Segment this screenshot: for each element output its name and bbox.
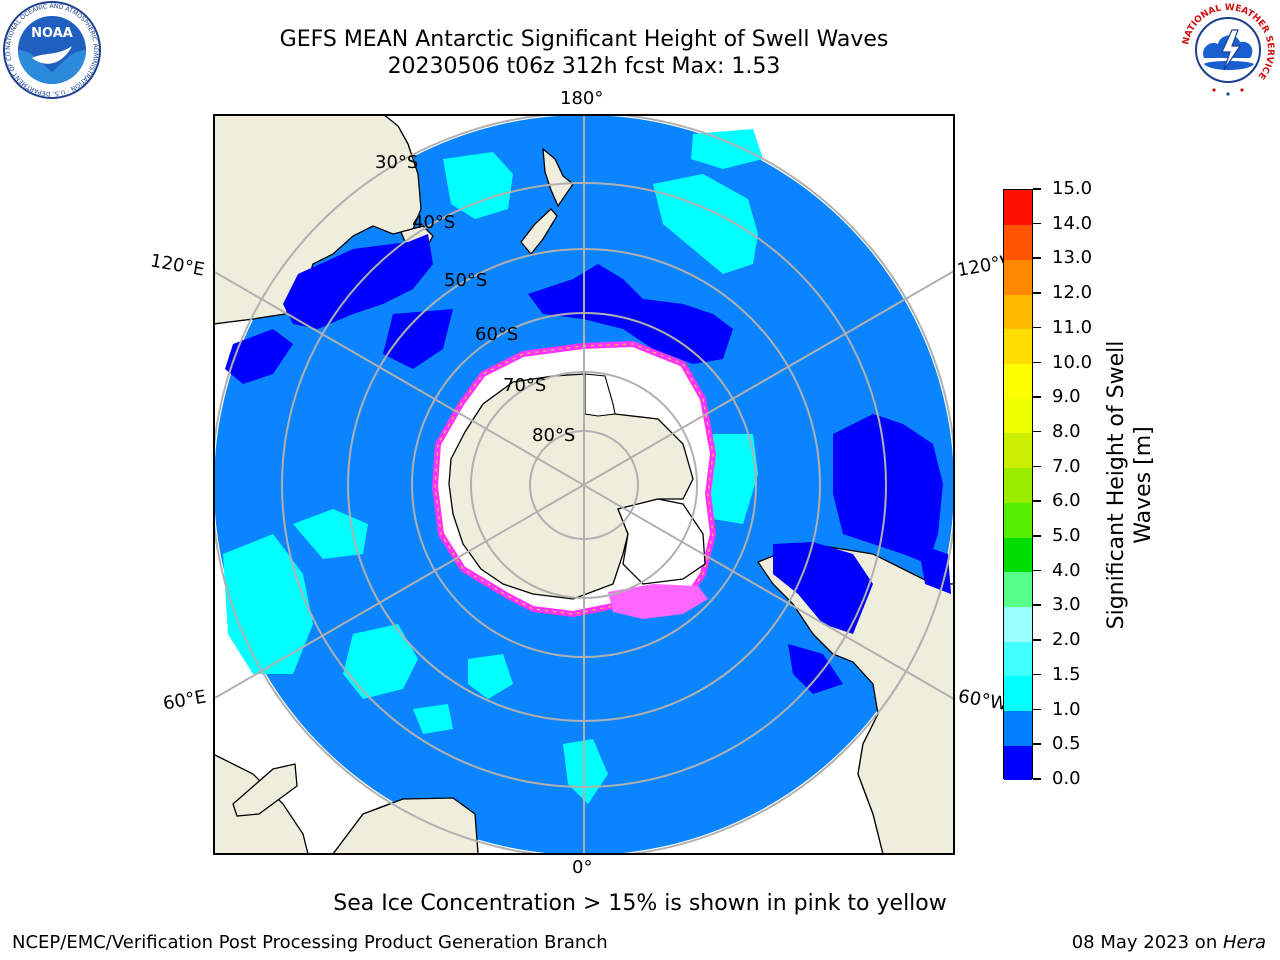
colorbar-tick-label: 7.0 [1052, 455, 1081, 477]
chart-subtitle: 20230506 t06z 312h fcst Max: 1.53 [387, 54, 781, 79]
colorbar-tick-label: 0.5 [1052, 733, 1081, 755]
lon-label-60e: 60°E [161, 686, 208, 715]
lon-label-120e: 120°E [148, 250, 207, 281]
colorbar-segment [1004, 710, 1032, 746]
colorbar-tick [1033, 465, 1041, 468]
colorbar-segment [1004, 641, 1032, 677]
lon-label-0: 0° [572, 857, 593, 878]
colorbar-tick [1033, 430, 1041, 433]
colorbar-tick-label: 14.0 [1052, 212, 1093, 234]
colorbar-tick [1033, 326, 1041, 329]
colorbar-tick-label: 15.0 [1052, 178, 1093, 199]
colorbar-tick-label: 11.0 [1052, 316, 1093, 338]
lon-label-60w: 60°W [956, 685, 1010, 716]
meridian-60e-120w [213, 270, 954, 700]
colorbar-segment [1004, 502, 1032, 538]
footer-date: 08 May 2023 on Hera [1072, 932, 1266, 953]
colorbar-tick [1033, 396, 1041, 398]
colorbar-segment [1004, 224, 1032, 260]
colorbar-tick [1033, 743, 1041, 745]
colorbar-tick [1033, 673, 1041, 676]
low-swell-regions [225, 234, 951, 694]
lat-label-70s: 70°S [503, 375, 547, 396]
colorbar-segment [1004, 432, 1032, 469]
colorbar-segment [1004, 363, 1032, 399]
weddell-sea-ice [617, 498, 706, 585]
colorbar-segment [1004, 675, 1032, 712]
colorbar-tick-label: 0.0 [1052, 768, 1081, 789]
new-zealand-south [520, 208, 558, 256]
lat-label-60s: 60°S [475, 324, 519, 345]
colorbar-tick [1033, 292, 1041, 294]
colorbar-segment [1004, 571, 1032, 607]
colorbar-tick-label: 9.0 [1052, 386, 1081, 408]
polar-map [213, 114, 954, 854]
colorbar-tick-label: 12.0 [1052, 282, 1093, 304]
lon-label-180: 180° [560, 88, 604, 109]
lat-label-80s: 80°S [532, 425, 576, 446]
colorbar-tick [1033, 500, 1041, 502]
colorbar-segment [1004, 190, 1032, 226]
colorbar-tick [1033, 708, 1041, 711]
colorbar-title: Significant Height of Swell Waves [m] [1104, 340, 1156, 630]
colorbar-tick [1033, 569, 1041, 572]
colorbar-tick-label: 1.5 [1052, 663, 1081, 685]
madagascar [232, 763, 298, 817]
colorbar-tick [1033, 257, 1041, 259]
colorbar-tick-label: 8.0 [1052, 420, 1081, 442]
colorbar [1003, 189, 1033, 781]
colorbar-segment [1004, 259, 1032, 295]
colorbar-tick-label: 13.0 [1052, 247, 1093, 269]
noaa-logo: NATIONAL OCEANIC AND ATMOSPHERIC ADMINIS… [2, 0, 101, 99]
mid-swell-regions [223, 129, 763, 804]
colorbar-tick-label: 4.0 [1052, 559, 1081, 581]
ross-sea-ice-band [608, 584, 708, 619]
chart-title: GEFS MEAN Antarctic Significant Height o… [279, 27, 889, 52]
graticule [213, 114, 954, 854]
south-africa-inner [332, 797, 479, 854]
lat-label-30s: 30°S [375, 152, 419, 173]
colorbar-segment [1004, 745, 1032, 781]
colorbar-tick-label: 5.0 [1052, 525, 1081, 547]
colorbar-tick-label: 1.0 [1052, 698, 1081, 720]
colorbar-tick [1033, 604, 1041, 606]
footer-date-text: 08 May 2023 on [1071, 932, 1223, 953]
sea-ice-caption: Sea Ice Concentration > 15% is shown in … [333, 891, 947, 916]
colorbar-segment [1004, 398, 1032, 434]
lat-label-40s: 40°S [412, 212, 456, 233]
colorbar-tick-label: 6.0 [1052, 490, 1081, 512]
lat-label-50s: 50°S [444, 270, 488, 291]
colorbar-segment [1004, 606, 1032, 642]
noaa-logo-text: NOAA [31, 26, 73, 41]
footer-branch: NCEP/EMC/Verification Post Processing Pr… [12, 932, 608, 953]
colorbar-segment [1004, 537, 1032, 573]
footer-machine: Hera [1222, 932, 1266, 953]
colorbar-segment [1004, 328, 1032, 365]
colorbar-tick-label: 10.0 [1052, 351, 1093, 373]
south-america-inner [757, 545, 954, 854]
colorbar-tick [1033, 535, 1041, 537]
colorbar-tick [1033, 639, 1041, 641]
antarctica-landmass [448, 373, 694, 600]
nws-logo: NATIONAL WEATHER SERVICE [1180, 2, 1276, 98]
colorbar-tick [1033, 361, 1041, 364]
colorbar-tick [1033, 188, 1041, 190]
colorbar-segment [1004, 294, 1032, 330]
colorbar-segment [1004, 467, 1032, 503]
new-zealand-north [542, 147, 574, 208]
australia-inner [213, 114, 422, 325]
colorbar-tick [1033, 778, 1041, 780]
colorbar-tick-label: 2.0 [1052, 629, 1081, 651]
colorbar-tick-label: 3.0 [1052, 594, 1081, 616]
colorbar-tick [1033, 222, 1041, 225]
